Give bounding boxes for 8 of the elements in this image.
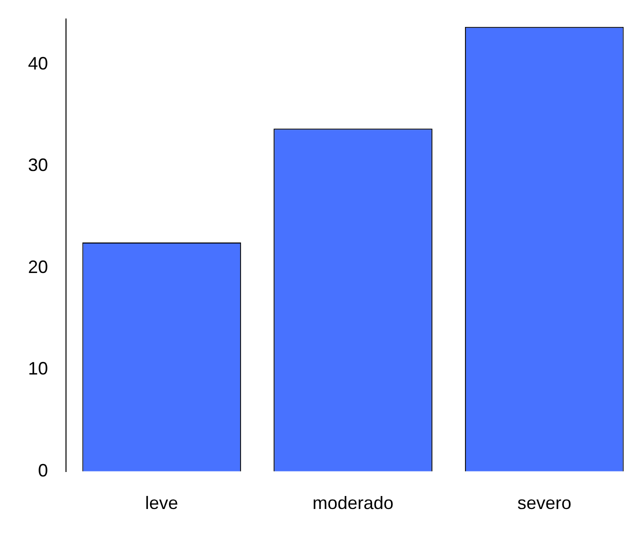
x-tick-label: severo <box>517 493 572 514</box>
x-tick-label: moderado <box>312 493 394 514</box>
x-tick-label: leve <box>145 493 178 514</box>
y-tick-label: 10 <box>28 358 48 379</box>
y-tick-label: 20 <box>28 256 48 277</box>
y-tick-label: 40 <box>28 54 48 74</box>
y-tick-label: 0 <box>38 460 48 480</box>
y-tick-label: 30 <box>28 155 48 176</box>
